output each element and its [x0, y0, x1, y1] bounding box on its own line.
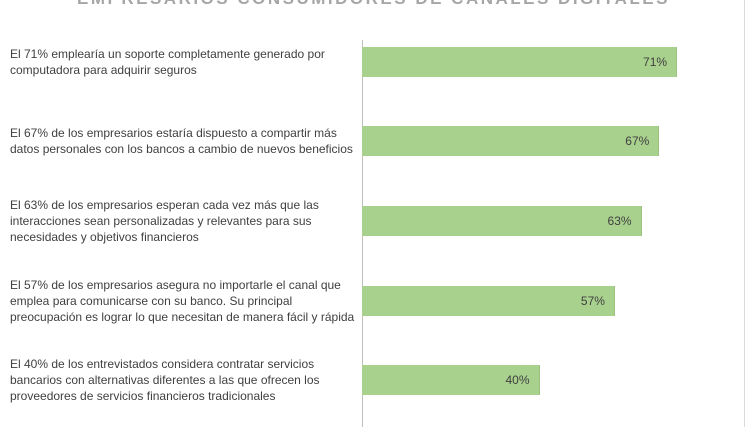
value-label: 57% [580, 293, 605, 308]
category-label: El 67% de los empresarios estaría dispue… [10, 126, 353, 157]
bar [362, 126, 660, 157]
category-label: El 57% de los empresarios asegura no imp… [10, 277, 355, 324]
value-label: 71% [643, 54, 668, 69]
value-label: 67% [625, 134, 650, 149]
frame-edge [744, 0, 745, 427]
chart-title: EMPRESARIOS CONSUMIDORES DE CANALES DIGI… [0, 0, 747, 9]
bar [362, 285, 615, 316]
bar [362, 46, 678, 77]
bar [362, 365, 540, 396]
bar [362, 206, 642, 236]
category-label: El 40% de los entrevistados considera co… [10, 357, 320, 404]
category-label: El 63% de los empresarios esperan cada v… [10, 198, 319, 244]
value-label: 40% [505, 373, 530, 388]
value-label: 63% [607, 214, 632, 228]
category-label: El 71% emplearía un soporte completament… [10, 46, 325, 77]
